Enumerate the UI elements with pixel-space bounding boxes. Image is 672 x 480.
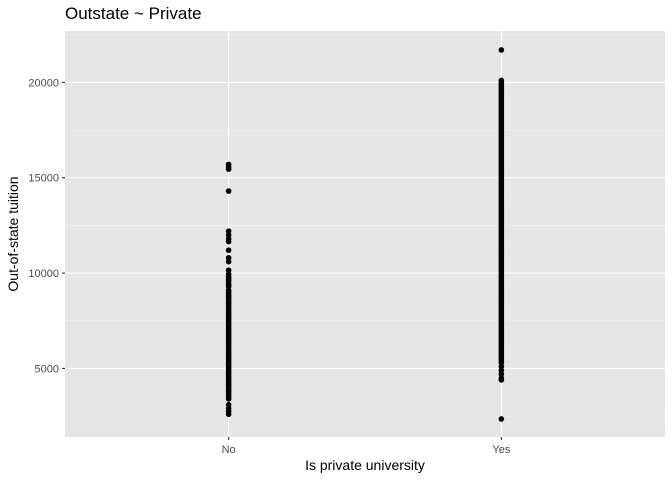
data-point-no	[225, 258, 232, 265]
data-point-no	[225, 411, 232, 418]
data-point-yes	[498, 377, 505, 383]
y-tick-label: 10000	[28, 268, 59, 280]
plot-panel	[65, 31, 665, 437]
x-tick-label: Yes	[492, 444, 510, 456]
data-point-no	[225, 247, 232, 254]
y-tick-label: 15000	[28, 173, 59, 185]
data-point-no	[225, 396, 232, 402]
x-axis-title: Is private university	[305, 457, 425, 473]
chart-title: Outstate ~ Private	[65, 4, 202, 23]
data-point-no	[225, 188, 232, 194]
y-axis-title: Out-of-state tuition	[5, 176, 21, 291]
y-axis: 5000 10000 15000 20000	[28, 77, 65, 375]
x-axis: No Yes	[222, 437, 511, 456]
data-points	[225, 47, 505, 422]
data-point-yes	[498, 47, 505, 53]
data-point-no	[225, 166, 232, 172]
y-tick-label: 5000	[35, 363, 59, 375]
x-tick-label: No	[222, 444, 236, 456]
data-point-no	[225, 238, 232, 245]
minor-gridlines	[65, 34, 665, 417]
data-point-yes	[498, 416, 505, 422]
y-tick-label: 20000	[28, 77, 59, 89]
